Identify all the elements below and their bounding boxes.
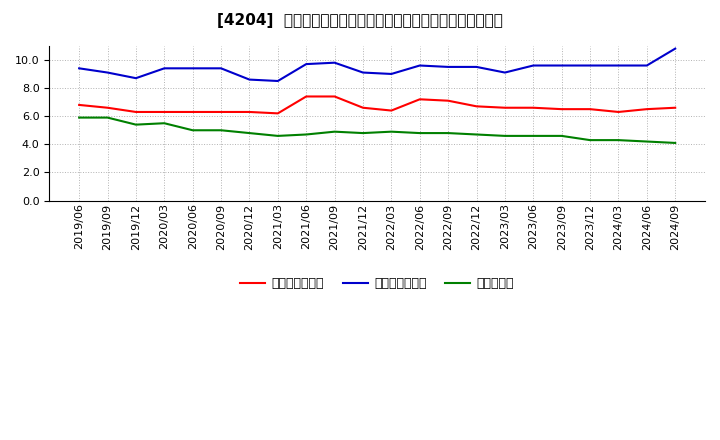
在庫回転率 [103, 115, 112, 120]
売上債権回転率 [359, 105, 367, 110]
売上債権回転率 [302, 94, 310, 99]
買入債務回転率 [217, 66, 225, 71]
買入債務回転率 [444, 64, 452, 70]
売上債権回転率 [217, 109, 225, 114]
買入債務回転率 [614, 63, 623, 68]
在庫回転率 [132, 122, 140, 127]
買入債務回転率 [671, 46, 680, 51]
買入債務回転率 [387, 71, 396, 77]
買入債務回転率 [103, 70, 112, 75]
買入債務回転率 [472, 64, 481, 70]
在庫回転率 [444, 130, 452, 136]
Text: [4204]  売上債権回転率、買入債務回転率、在庫回転率の推移: [4204] 売上債権回転率、買入債務回転率、在庫回転率の推移 [217, 13, 503, 28]
買入債務回転率 [500, 70, 509, 75]
売上債権回転率 [132, 109, 140, 114]
在庫回転率 [330, 129, 339, 134]
買入債務回転率 [274, 78, 282, 84]
在庫回転率 [472, 132, 481, 137]
売上債権回転率 [189, 109, 197, 114]
在庫回転率 [75, 115, 84, 120]
在庫回転率 [529, 133, 538, 139]
買入債務回転率 [75, 66, 84, 71]
在庫回転率 [586, 137, 595, 143]
売上債権回転率 [160, 109, 168, 114]
在庫回転率 [274, 133, 282, 139]
売上債権回転率 [415, 97, 424, 102]
在庫回転率 [160, 121, 168, 126]
買入債務回転率 [189, 66, 197, 71]
在庫回転率 [415, 130, 424, 136]
買入債務回転率 [245, 77, 253, 82]
在庫回転率 [359, 130, 367, 136]
Line: 買入債務回転率: 買入債務回転率 [79, 48, 675, 81]
買入債務回転率 [415, 63, 424, 68]
売上債権回転率 [330, 94, 339, 99]
Legend: 売上債権回転率, 買入債務回転率, 在庫回転率: 売上債権回転率, 買入債務回転率, 在庫回転率 [235, 272, 519, 295]
売上債権回転率 [103, 105, 112, 110]
在庫回転率 [217, 128, 225, 133]
売上債権回転率 [614, 109, 623, 114]
買入債務回転率 [302, 62, 310, 67]
売上債権回転率 [75, 102, 84, 107]
売上債権回転率 [671, 105, 680, 110]
売上債権回転率 [529, 105, 538, 110]
売上債権回転率 [274, 111, 282, 116]
買入債務回転率 [132, 76, 140, 81]
売上債権回転率 [472, 104, 481, 109]
在庫回転率 [642, 139, 651, 144]
買入債務回転率 [160, 66, 168, 71]
Line: 売上債権回転率: 売上債権回転率 [79, 96, 675, 114]
買入債務回転率 [330, 60, 339, 65]
在庫回転率 [671, 140, 680, 146]
在庫回転率 [189, 128, 197, 133]
買入債務回転率 [359, 70, 367, 75]
在庫回転率 [500, 133, 509, 139]
売上債権回転率 [586, 106, 595, 112]
Line: 在庫回転率: 在庫回転率 [79, 117, 675, 143]
売上債権回転率 [500, 105, 509, 110]
売上債権回転率 [557, 106, 566, 112]
買入債務回転率 [557, 63, 566, 68]
買入債務回転率 [529, 63, 538, 68]
売上債権回転率 [245, 109, 253, 114]
在庫回転率 [302, 132, 310, 137]
在庫回転率 [387, 129, 396, 134]
売上債権回転率 [387, 108, 396, 113]
在庫回転率 [245, 130, 253, 136]
売上債権回転率 [444, 98, 452, 103]
買入債務回転率 [642, 63, 651, 68]
在庫回転率 [614, 137, 623, 143]
在庫回転率 [557, 133, 566, 139]
買入債務回転率 [586, 63, 595, 68]
売上債権回転率 [642, 106, 651, 112]
